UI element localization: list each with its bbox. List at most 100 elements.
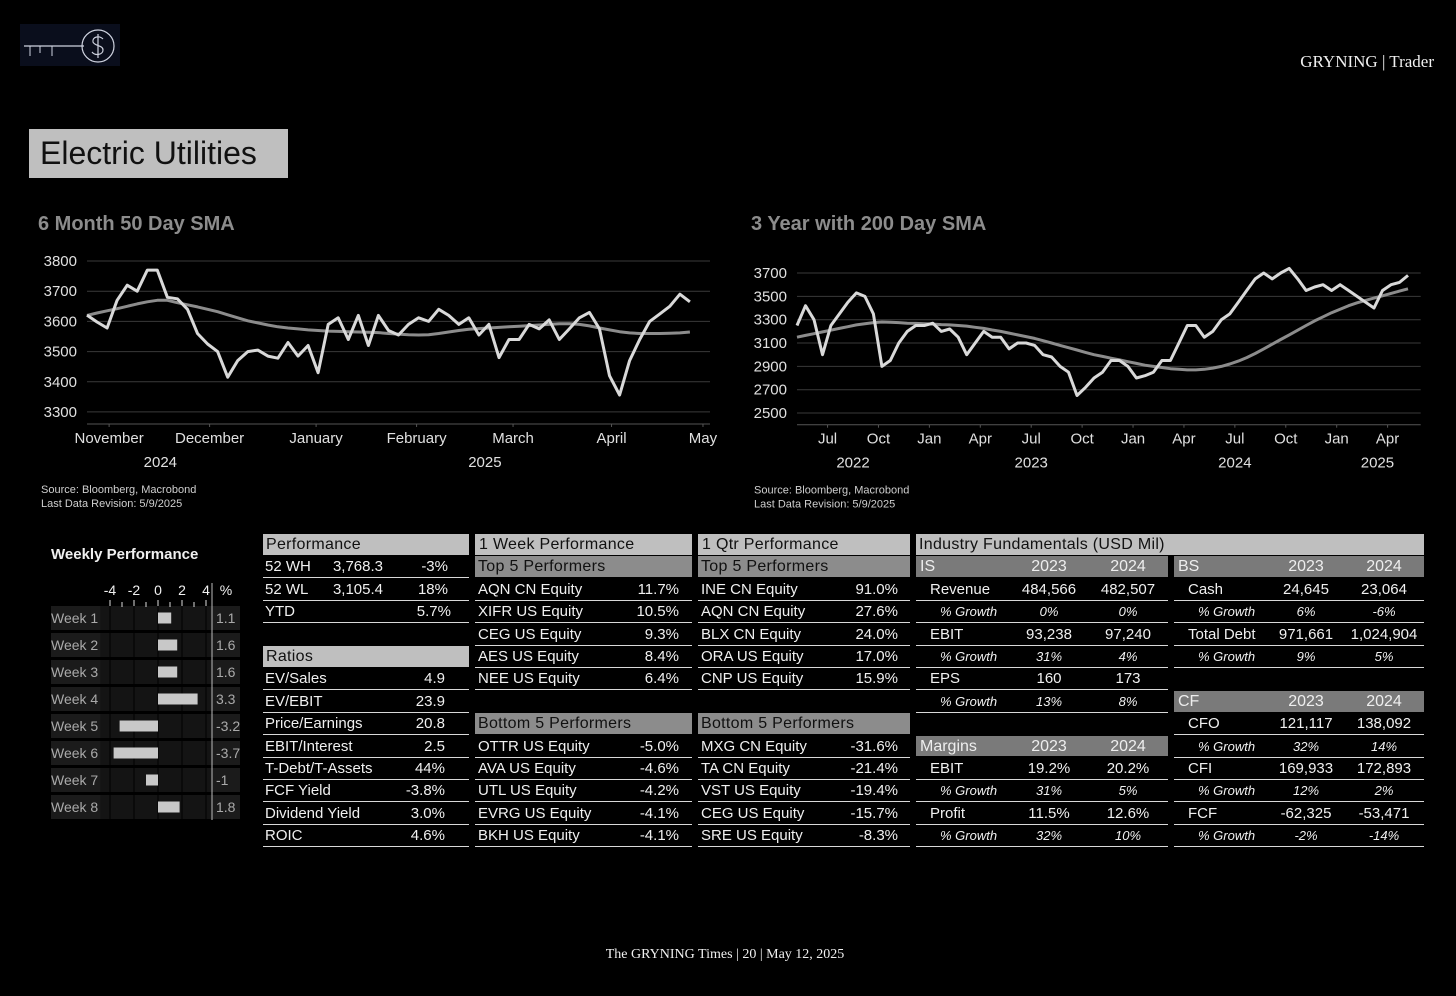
table-cell: 482,507 <box>1100 580 1156 598</box>
bar <box>158 801 180 813</box>
table-cell: 138,092 <box>1356 715 1412 733</box>
chart-title: 3 Year with 200 Day SMA <box>751 213 986 235</box>
table-cell: 2023 <box>1288 692 1324 710</box>
table-cell: 11.7% <box>637 580 679 598</box>
row-line <box>698 666 910 668</box>
table-cell: 27.6% <box>855 603 898 621</box>
row-line <box>475 778 692 780</box>
table-cell: CFO <box>1188 715 1220 733</box>
row-line <box>916 823 1168 825</box>
chart-title: 6 Month 50 Day SMA <box>38 213 235 235</box>
table-cell: % Growth <box>940 693 998 709</box>
category-label: Week 6 <box>51 745 98 761</box>
table-cell: Top 5 Performers <box>701 558 829 576</box>
table-cell: 14% <box>1370 738 1398 754</box>
table-cell: Performance <box>266 536 361 553</box>
table-cell: 2024 <box>1366 558 1402 576</box>
table-cell: FCF <box>1188 804 1218 822</box>
row-line <box>263 577 469 579</box>
table-cell: 13% <box>1035 693 1063 709</box>
row-line <box>1174 644 1424 646</box>
y-tick-label: 3800 <box>44 253 77 270</box>
table-cell: UTL US Equity <box>478 782 577 800</box>
x-tick-label: Apr <box>1376 431 1399 448</box>
table-cell: BKH US Equity <box>478 827 580 845</box>
table-cell: 169,933 <box>1278 760 1334 777</box>
category-label: Week 1 <box>51 610 98 626</box>
table-cell: % Growth <box>1198 828 1256 844</box>
table-cell: 2023 <box>1031 558 1067 576</box>
revision: Last Data Revision: 5/9/2025 <box>754 499 895 511</box>
y-tick-label: 3400 <box>44 374 77 391</box>
row-line <box>475 846 692 848</box>
table-cell: 1,024,904 <box>1350 625 1418 643</box>
y-tick-label: 3700 <box>754 265 787 282</box>
x-year-label: 2025 <box>1361 455 1394 472</box>
y-tick-label: 3600 <box>44 313 77 330</box>
row-line <box>698 801 910 803</box>
row-line <box>263 778 469 780</box>
table-cell: -4.1% <box>639 827 679 845</box>
bar <box>119 720 158 732</box>
row-line <box>263 846 469 848</box>
table-cell: 484,566 <box>1021 580 1077 598</box>
table-cell: EPS <box>930 670 961 688</box>
table-cell: 24,645 <box>1283 580 1329 598</box>
category-label: Week 5 <box>51 718 98 734</box>
table-cell: 6.4% <box>644 670 679 688</box>
table-cell: 20.2% <box>1106 760 1150 777</box>
table-cell: 97,240 <box>1105 625 1151 643</box>
row-line <box>698 689 910 691</box>
table-cell: Cash <box>1188 580 1224 598</box>
x-tick-label: Oct <box>1070 431 1094 448</box>
bar <box>158 612 172 624</box>
table-cell: CEG US Equity <box>701 804 805 822</box>
table-cell: 5% <box>1118 783 1138 799</box>
table-cell: 32% <box>1292 738 1320 754</box>
table-cell: -62,325 <box>1280 804 1332 822</box>
row-line <box>698 622 910 624</box>
table-cell: -53,471 <box>1358 804 1410 822</box>
header-bg <box>475 713 692 735</box>
value-label: 1.6 <box>216 664 236 680</box>
table-cell: Bottom 5 Performers <box>478 715 632 733</box>
row-line <box>263 599 469 601</box>
x-tick-label: 4 <box>202 582 210 598</box>
table-cell: CEG US Equity <box>478 625 582 643</box>
series-line <box>795 266 1409 397</box>
series-line <box>86 268 691 397</box>
table-cell: 3,768.3 <box>332 558 383 576</box>
table-cell: 23,064 <box>1361 580 1407 598</box>
row-line <box>263 734 469 736</box>
brand: GRYNING | Trader <box>1300 52 1434 71</box>
section-title: Electric Utilities <box>40 135 257 171</box>
y-tick-label: 3300 <box>44 404 77 421</box>
table-cell: -6% <box>1372 604 1396 620</box>
header-bg <box>916 556 1168 578</box>
series-line <box>796 287 1409 372</box>
row-bg-bar <box>100 633 212 657</box>
header-bg <box>263 646 469 667</box>
header-bg <box>1174 556 1424 578</box>
table-cell: VST US Equity <box>701 782 801 800</box>
table-cell: 0% <box>1118 604 1138 620</box>
table-cell: AES US Equity <box>478 648 579 665</box>
row-line <box>698 644 910 646</box>
table-cell: 12.6% <box>1106 804 1150 822</box>
row-line <box>916 711 1168 713</box>
table-cell: FCF Yield <box>265 782 331 800</box>
table-cell: % Growth <box>940 604 998 620</box>
table-cell: 31% <box>1035 783 1063 799</box>
row-bg-bar <box>100 606 212 630</box>
table-cell: -21.4% <box>850 760 898 777</box>
table-cell: AQN CN Equity <box>478 580 583 598</box>
table-cell: MXG CN Equity <box>701 737 807 755</box>
value-label: 3.3 <box>216 691 236 707</box>
table-cell: CNP US Equity <box>701 670 804 688</box>
table-cell: EBIT <box>930 625 964 643</box>
row-line <box>475 801 692 803</box>
row-line <box>475 622 692 624</box>
table-cell: BS <box>1178 558 1200 576</box>
table-cell: 5% <box>1374 649 1394 664</box>
